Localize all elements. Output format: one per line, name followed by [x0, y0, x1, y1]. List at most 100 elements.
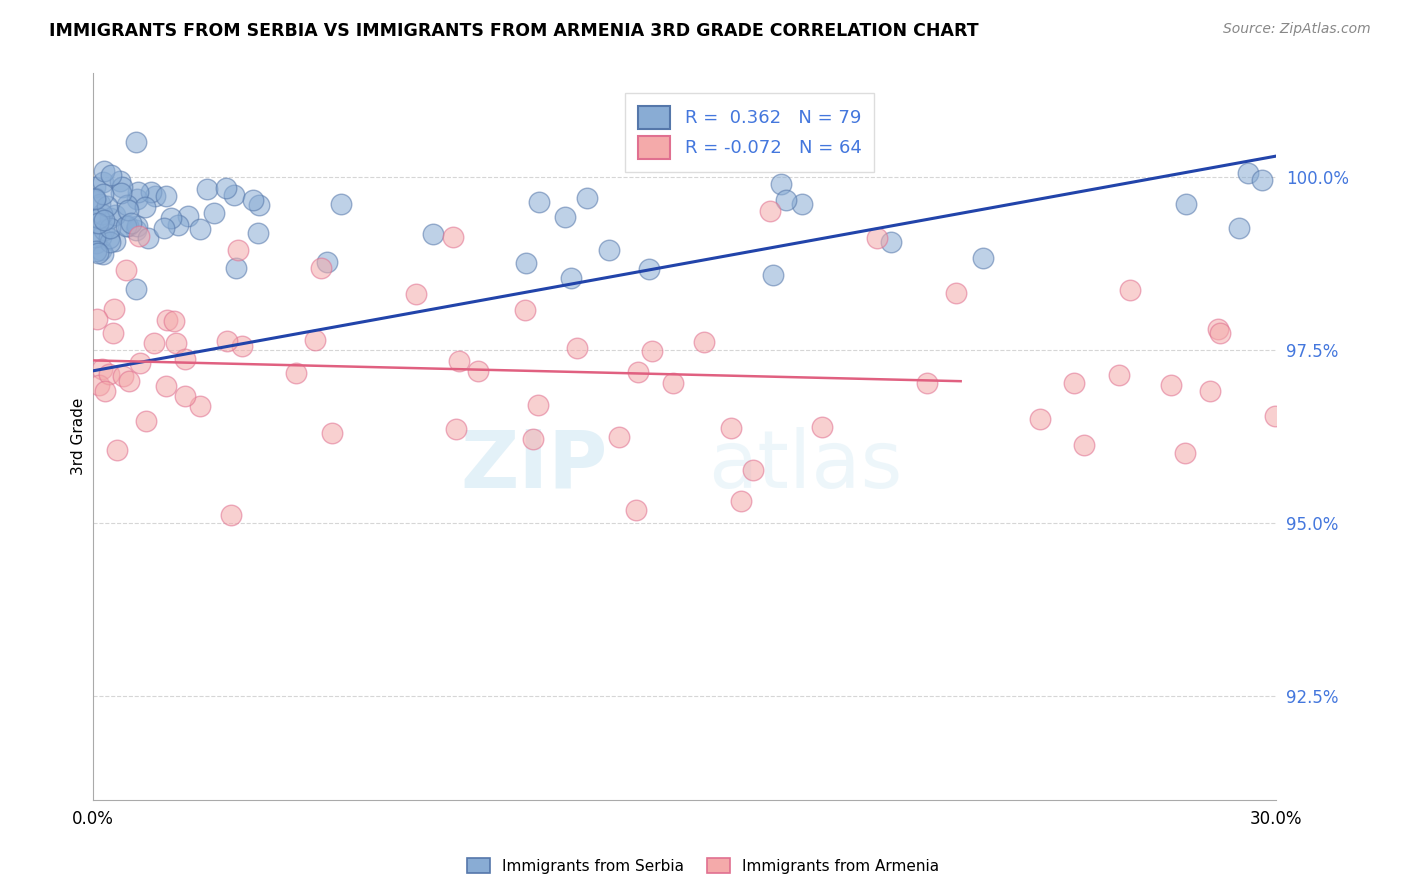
Point — [89, 211, 111, 225]
Point — [134, 200, 156, 214]
Point — [1108, 368, 1130, 382]
Point — [915, 376, 938, 391]
Point — [190, 400, 212, 414]
Point — [202, 205, 225, 219]
Point — [1073, 438, 1095, 452]
Point — [135, 414, 157, 428]
Point — [165, 335, 187, 350]
Point — [93, 223, 115, 237]
Y-axis label: 3rd Grade: 3rd Grade — [72, 398, 86, 475]
Point — [219, 508, 242, 522]
Point — [91, 175, 114, 189]
Point — [692, 335, 714, 350]
Point — [560, 270, 582, 285]
Point — [125, 192, 148, 206]
Point — [110, 186, 132, 201]
Point — [86, 216, 108, 230]
Point — [720, 421, 742, 435]
Point — [103, 301, 125, 316]
Point — [554, 211, 576, 225]
Point — [98, 231, 121, 245]
Point — [441, 230, 464, 244]
Point — [128, 356, 150, 370]
Point — [127, 219, 149, 234]
Point — [98, 235, 121, 249]
Point — [152, 220, 174, 235]
Point — [118, 374, 141, 388]
Point — [447, 354, 470, 368]
Point — [945, 286, 967, 301]
Point — [759, 203, 782, 218]
Point — [285, 367, 308, 381]
Point — [195, 182, 218, 196]
Point — [91, 361, 114, 376]
Point — [93, 164, 115, 178]
Text: ZIP: ZIP — [461, 426, 607, 505]
Legend: R =  0.362   N = 79, R = -0.072   N = 64: R = 0.362 N = 79, R = -0.072 N = 64 — [626, 93, 875, 172]
Point — [222, 188, 245, 202]
Point — [166, 218, 188, 232]
Point — [626, 502, 648, 516]
Point — [627, 365, 650, 379]
Point — [467, 364, 489, 378]
Point — [117, 202, 139, 217]
Point — [91, 186, 114, 201]
Point — [1174, 196, 1197, 211]
Point — [117, 219, 139, 233]
Point — [188, 222, 211, 236]
Point — [108, 174, 131, 188]
Point — [880, 235, 903, 249]
Point — [84, 230, 107, 244]
Point — [177, 209, 200, 223]
Point — [98, 367, 121, 381]
Point — [231, 339, 253, 353]
Point — [1160, 378, 1182, 392]
Point — [112, 368, 135, 383]
Point — [247, 198, 270, 212]
Point — [155, 379, 177, 393]
Point — [145, 188, 167, 202]
Point — [114, 263, 136, 277]
Point — [90, 243, 112, 257]
Point — [125, 223, 148, 237]
Point — [96, 199, 118, 213]
Point — [127, 186, 149, 200]
Point — [156, 312, 179, 326]
Point — [136, 231, 159, 245]
Point — [86, 311, 108, 326]
Point — [515, 256, 537, 270]
Point — [226, 243, 249, 257]
Point — [174, 389, 197, 403]
Point — [607, 430, 630, 444]
Point — [446, 422, 468, 436]
Point — [215, 181, 238, 195]
Point — [114, 219, 136, 234]
Point — [141, 185, 163, 199]
Point — [1063, 376, 1085, 390]
Point — [1251, 173, 1274, 187]
Point — [321, 426, 343, 441]
Point — [105, 442, 128, 457]
Point — [522, 433, 544, 447]
Point — [972, 251, 994, 265]
Point — [225, 260, 247, 275]
Point — [1264, 409, 1286, 423]
Point — [422, 227, 444, 242]
Point — [330, 197, 353, 211]
Text: Source: ZipAtlas.com: Source: ZipAtlas.com — [1223, 22, 1371, 37]
Point — [143, 336, 166, 351]
Point — [661, 376, 683, 390]
Point — [90, 229, 112, 244]
Point — [730, 494, 752, 508]
Point — [304, 333, 326, 347]
Point — [128, 228, 150, 243]
Point — [769, 177, 792, 191]
Legend: Immigrants from Serbia, Immigrants from Armenia: Immigrants from Serbia, Immigrants from … — [461, 852, 945, 880]
Point — [87, 378, 110, 392]
Point — [598, 244, 620, 258]
Point — [101, 326, 124, 341]
Point — [120, 216, 142, 230]
Point — [100, 168, 122, 182]
Point — [741, 463, 763, 477]
Point — [637, 261, 659, 276]
